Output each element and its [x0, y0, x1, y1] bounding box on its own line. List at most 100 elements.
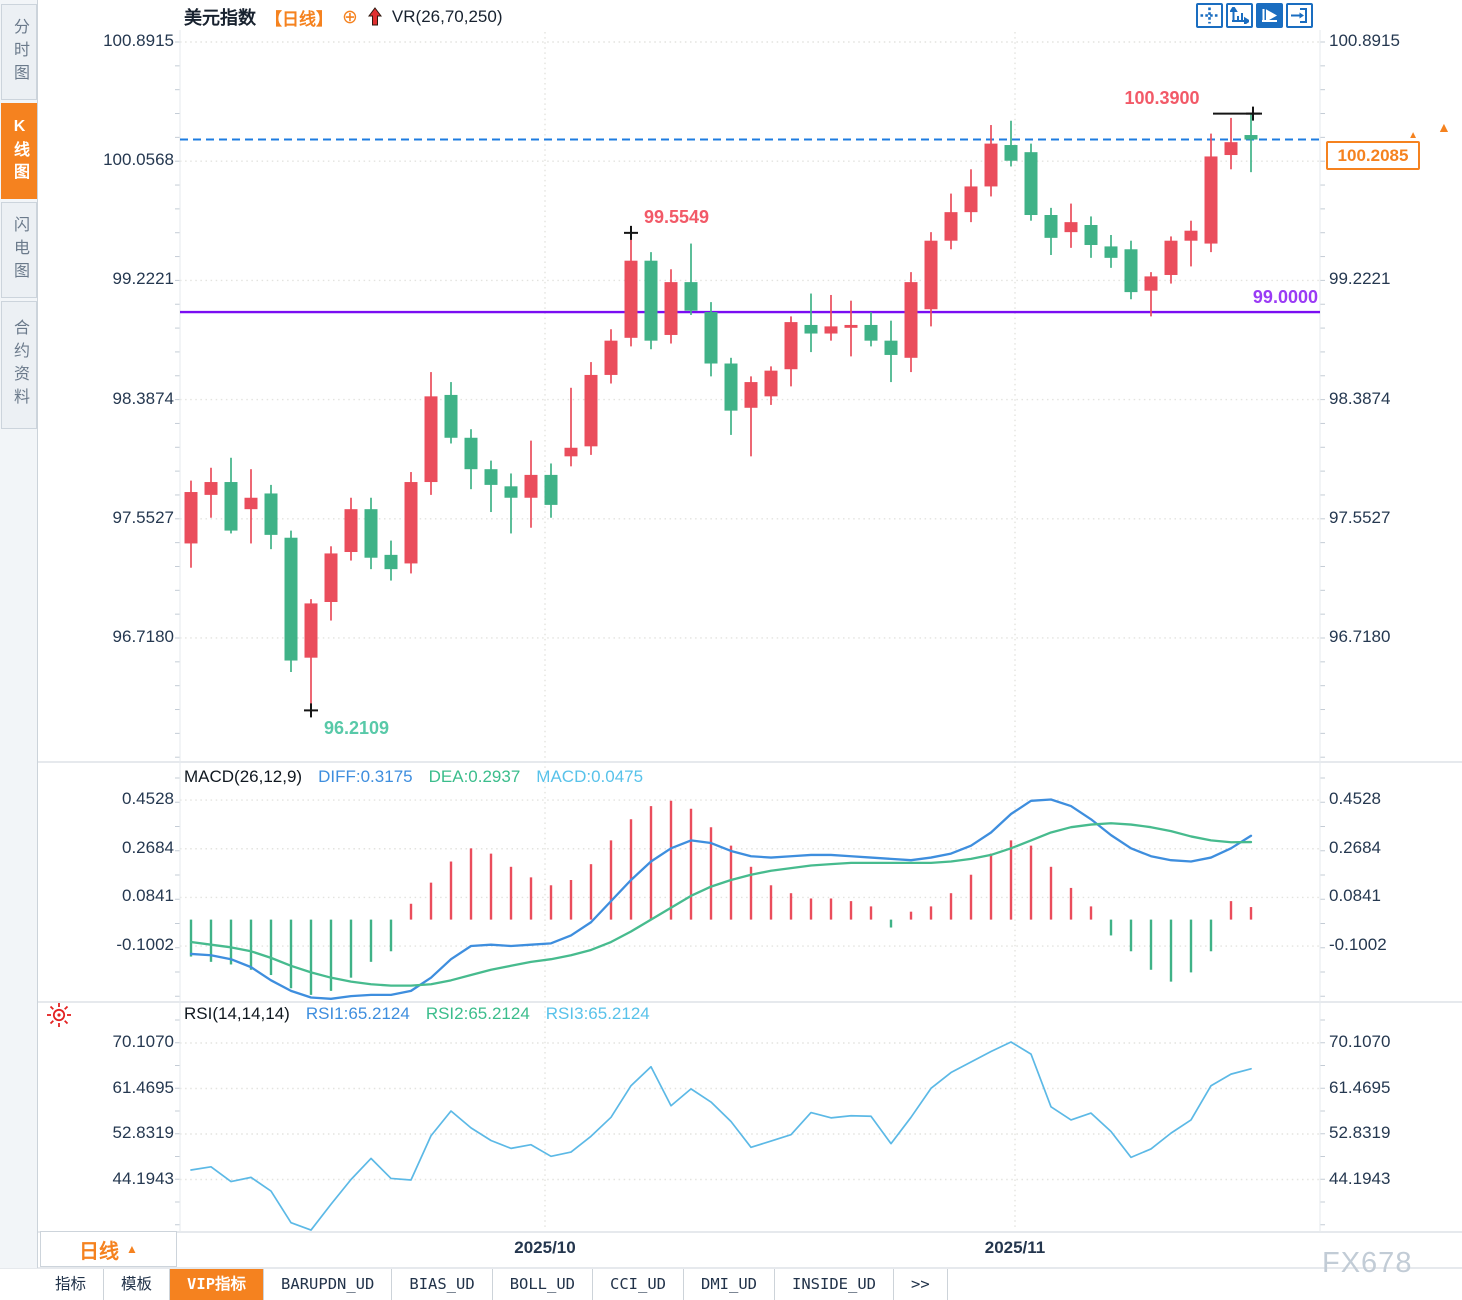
candle-body [1204, 156, 1218, 244]
macd-header: MACD(26,12,9) DIFF:0.3175 DEA:0.2937 MAC… [184, 767, 643, 787]
candle-body [544, 474, 558, 505]
candle-body [184, 492, 198, 544]
bottom-tab-0[interactable]: 指标 [38, 1269, 105, 1300]
bottom-tab-2[interactable]: VIP指标 [170, 1269, 265, 1300]
candle-body [444, 394, 458, 438]
y-axis-label: 98.3874 [1329, 388, 1391, 408]
y-axis-label: 99.2221 [1329, 269, 1391, 289]
annotation-swing-high: 99.5549 [644, 207, 710, 227]
y-axis-label: 70.1070 [112, 1032, 174, 1051]
y-axis-label: 44.1943 [1329, 1168, 1391, 1188]
period-selector[interactable]: 日线 ▲ [40, 1231, 177, 1267]
scroll-to-latest-icon[interactable]: ▲ [1437, 119, 1451, 135]
annotation-swing-low: 96.2109 [324, 718, 390, 738]
macd-diff-value: DIFF:0.3175 [318, 767, 413, 786]
candlestick-plot[interactable] [184, 113, 1258, 711]
candle-body [764, 370, 778, 397]
candle-body [1144, 276, 1158, 291]
candle-body [384, 554, 398, 570]
candle-body [1244, 135, 1258, 140]
bottom-tab-1[interactable]: 模板 [104, 1269, 171, 1300]
y-axis-label: 0.2684 [1329, 837, 1381, 857]
bottom-tab-4[interactable]: BIAS_UD [392, 1269, 493, 1300]
macd-macd-value: MACD:0.0475 [536, 767, 644, 786]
bottom-tab-7[interactable]: DMI_UD [684, 1269, 776, 1300]
candle-body [244, 497, 258, 510]
candle-body [884, 340, 898, 355]
period-tag[interactable]: 【日线】 [265, 9, 333, 29]
candle-body [924, 240, 938, 310]
candle-body [964, 186, 978, 213]
candle-body [744, 382, 758, 408]
exit-right-icon[interactable] [1286, 3, 1313, 28]
candle-body [1184, 230, 1198, 241]
sidebar-tab-label: 分时图 [11, 17, 28, 87]
candle-body [404, 482, 418, 564]
diff-line [189, 798, 1253, 1000]
y-axis-label: 98.3874 [112, 388, 174, 408]
y-axis-label: 0.0841 [122, 886, 174, 906]
bottom-tab-6[interactable]: CCI_UD [593, 1269, 685, 1300]
x-axis-label-nov: 2025/11 [984, 1238, 1046, 1257]
y-axis-label: 100.8915 [103, 31, 174, 50]
chevron-up-icon: ▲ [126, 1242, 138, 1256]
red-up-arrow-icon [367, 7, 382, 26]
period-label: 日线 [79, 1240, 120, 1263]
bottom-tab-8[interactable]: INSIDE_UD [775, 1269, 895, 1300]
bottom-tab-9[interactable]: >> [894, 1269, 948, 1300]
candle-body [1024, 152, 1038, 216]
bottom-tab-3[interactable]: BARUPDN_UD [264, 1269, 393, 1300]
overlay-indicator-label: VR(26,70,250) [391, 7, 503, 26]
chart-toolbar [1196, 3, 1313, 28]
sidebar-tab-contract-info[interactable]: 合约资料 [1, 301, 37, 429]
candle-body [724, 363, 738, 411]
axis-play-icon[interactable] [1256, 3, 1283, 28]
y-axis-label: 0.0841 [1329, 886, 1381, 906]
x-axis-label-oct: 2025/10 [514, 1238, 576, 1257]
macd-name[interactable]: MACD(26,12,9) [184, 767, 303, 786]
macd-plot[interactable] [189, 798, 1253, 1000]
y-axis-label: 96.7180 [1329, 626, 1391, 646]
annotation-level-line: 99.0000 [1252, 287, 1318, 307]
sidebar-tab-flash-chart[interactable]: 闪电图 [1, 202, 37, 298]
bottom-tab-5[interactable]: BOLL_UD [492, 1269, 594, 1300]
axis-zoom-icon[interactable] [1226, 3, 1253, 28]
y-axis-label: 61.4695 [112, 1077, 174, 1097]
candle-body [824, 326, 838, 334]
y-axis-label: 99.2221 [112, 269, 174, 289]
y-axis-label: 70.1070 [1329, 1032, 1391, 1051]
rsi-plot[interactable] [190, 1041, 1252, 1231]
sidebar-tab-kline-chart[interactable]: K线图 [1, 103, 37, 199]
current-price-value: 100.2085 [1337, 145, 1409, 165]
crosshair-move-icon[interactable] [1196, 3, 1223, 28]
sidebar-tab-time-chart[interactable]: 分时图 [1, 4, 37, 100]
candle-body [204, 482, 218, 495]
candle-body [1104, 246, 1118, 258]
candle-body [904, 282, 918, 358]
y-axis-label: 44.1943 [112, 1168, 174, 1188]
chart-header: 美元指数 【日线】 ⊕ VR(26,70,250) [184, 4, 503, 30]
current-price-box[interactable]: 100.2085 ▲ [1326, 130, 1420, 170]
macd-dea-value: DEA:0.2937 [428, 767, 521, 786]
price-up-tick-icon: ▲ [1408, 130, 1418, 141]
indicator-tab-bar: 指标 模板 VIP指标 BARUPDN_UD BIAS_UD BOLL_UD CCI_UD D… [38, 1269, 948, 1300]
candle-body [264, 493, 278, 535]
y-axis-label: 52.8319 [1329, 1123, 1391, 1142]
symbol-title: 美元指数 [184, 8, 256, 28]
add-overlay-icon[interactable]: ⊕ [342, 6, 358, 28]
y-axis-label: 96.7180 [112, 626, 174, 646]
candle-body [804, 324, 818, 334]
annotation-recent-high: 100.3900 [1124, 88, 1200, 108]
candle-body [1044, 215, 1058, 238]
dea-line [189, 822, 1253, 987]
candle-body [364, 509, 378, 558]
y-axis-label: 0.2684 [122, 837, 174, 857]
indicator-settings-icon[interactable] [46, 1002, 72, 1028]
y-axis-label: 0.4528 [1329, 789, 1381, 809]
rsi-name[interactable]: RSI(14,14,14) [184, 1004, 290, 1023]
sidebar-tab-label: 合约资料 [11, 319, 28, 411]
candle-body [844, 324, 858, 328]
candle-body [424, 396, 438, 483]
